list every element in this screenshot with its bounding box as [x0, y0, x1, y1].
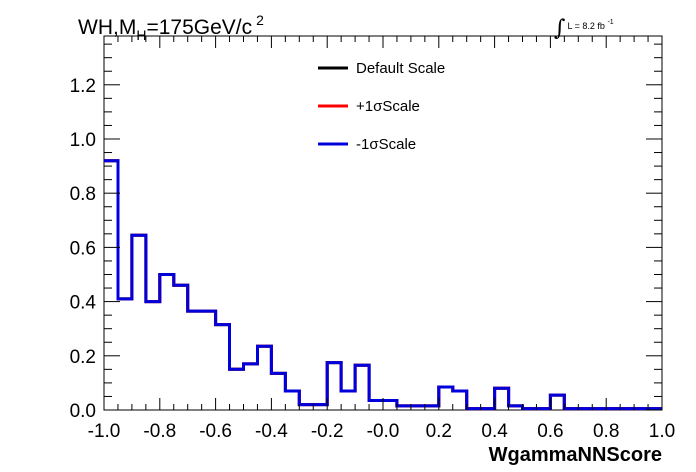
chart-title: WH,MH=175GeV/c 2 [78, 12, 264, 43]
x-tick-label: -0.6 [199, 421, 232, 442]
legend-label-2: -1σScale [356, 136, 416, 153]
y-tick-label: 0.2 [70, 347, 96, 368]
y-tick-label: 1.2 [70, 76, 96, 97]
x-tick-label: 0.8 [593, 421, 619, 442]
x-axis-title: WgammaNNScore [489, 444, 662, 466]
title-subscript: H [136, 27, 147, 43]
y-tick-label: 0.6 [70, 238, 96, 259]
legend-label-0: Default Scale [356, 60, 445, 77]
luminosity-label: ∫ L = 8.2 fb -1 [554, 10, 614, 41]
integral-symbol: ∫ [554, 16, 566, 41]
series-line-2 [104, 159, 662, 411]
plot-frame-layer [103, 35, 663, 411]
y-tick-label: 0.0 [70, 401, 96, 422]
lumi-text: L = 8.2 fb [567, 21, 605, 31]
x-tick-label: 0.2 [426, 421, 452, 442]
lumi-superscript: -1 [607, 19, 614, 26]
plot-frame [103, 35, 663, 411]
x-tick-label: -0.4 [255, 421, 288, 442]
legend-layer: Default Scale +1σScale -1σScale [318, 60, 445, 153]
title-superscript: 2 [256, 12, 264, 28]
x-tick-label: 1.0 [649, 421, 675, 442]
y-tick-label: 1.0 [70, 130, 96, 151]
x-tick-label: 0.6 [537, 421, 563, 442]
title-rest: =175GeV/c [146, 16, 253, 39]
series-layer [104, 159, 662, 411]
y-tick-label: 0.4 [70, 293, 97, 314]
x-tick-label: -0.0 [367, 421, 400, 442]
x-tick-label: -1.0 [88, 421, 121, 442]
title-main: WH,M [78, 16, 137, 39]
y-tick-label: 0.8 [70, 184, 96, 205]
legend-label-1: +1σScale [356, 98, 420, 115]
x-tick-label: -0.8 [143, 421, 176, 442]
x-tick-label: 0.4 [481, 421, 508, 442]
axis-layer: -1.0 -0.8 -0.6 -0.4 -0.2 -0.0 0.2 0.4 0.6 0.8 1.0 0… [70, 36, 675, 466]
x-tick-label: -0.2 [311, 421, 344, 442]
